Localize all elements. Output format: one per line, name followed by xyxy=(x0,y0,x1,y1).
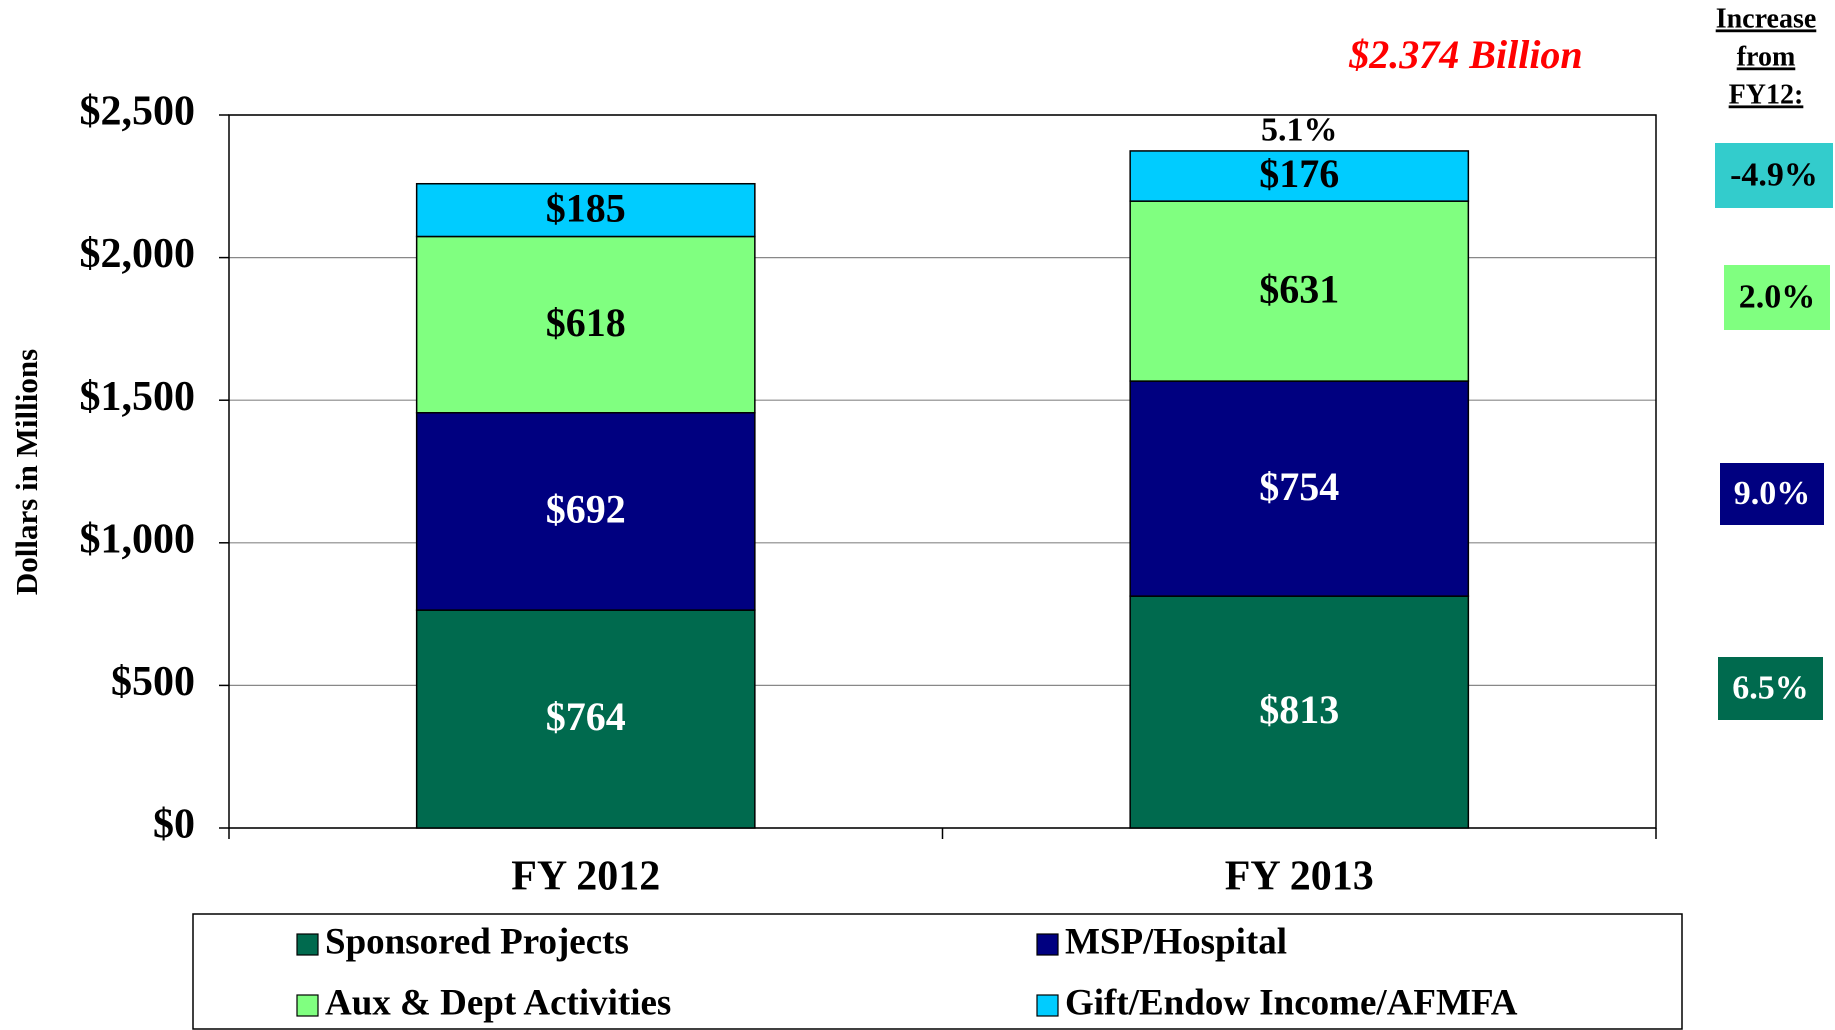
y-tick-label: $0 xyxy=(153,802,195,848)
increase-box xyxy=(1720,463,1824,525)
value-label: $764 xyxy=(546,694,626,739)
increase-header: FY12: xyxy=(1729,79,1804,110)
legend-swatch xyxy=(1036,933,1059,956)
y-tick-label: $500 xyxy=(111,659,195,705)
value-label: $692 xyxy=(546,487,626,532)
y-tick-label: $1,500 xyxy=(80,374,196,420)
y-tick-label: $1,000 xyxy=(80,516,196,562)
y-axis-label: Dollars in Millions xyxy=(9,349,44,595)
legend-box xyxy=(192,913,1683,1030)
bar-segment xyxy=(1129,595,1470,829)
legend-label: MSP/Hospital xyxy=(1065,921,1287,962)
legend-swatch xyxy=(296,933,319,956)
y-tick-label: $2,000 xyxy=(80,231,196,277)
increase-box xyxy=(1715,143,1833,208)
increase-label: 2.0% xyxy=(1739,278,1816,315)
value-label: $176 xyxy=(1259,151,1339,196)
legend-label: Aux & Dept Activities xyxy=(325,982,671,1023)
increase-header: from xyxy=(1737,41,1796,72)
bar-segment xyxy=(415,235,756,414)
increase-header: Increase xyxy=(1716,3,1817,34)
y-tick-label: $2,500 xyxy=(80,89,196,135)
increase-box xyxy=(1718,657,1823,720)
legend-label: Gift/Endow Income/AFMFA xyxy=(1065,982,1518,1023)
total-annotation: 5.1% xyxy=(1261,112,1338,149)
chart-title: $2.374 Billion xyxy=(1348,32,1582,77)
value-label: $185 xyxy=(546,185,626,230)
legend-swatch xyxy=(1036,994,1059,1017)
value-label: $813 xyxy=(1259,687,1339,732)
bar-segment xyxy=(1129,150,1470,202)
bar-segment xyxy=(1129,380,1470,597)
value-label: $631 xyxy=(1259,266,1339,311)
value-label: $618 xyxy=(546,300,626,345)
bar-segment xyxy=(415,182,756,238)
legend-swatch xyxy=(296,994,319,1017)
increase-label: -4.9% xyxy=(1730,156,1818,193)
x-tick-label: FY 2013 xyxy=(1225,854,1374,900)
x-tick-label: FY 2012 xyxy=(511,854,660,900)
value-label: $754 xyxy=(1259,464,1339,509)
increase-label: 9.0% xyxy=(1734,475,1811,512)
increase-box xyxy=(1724,265,1830,330)
legend-label: Sponsored Projects xyxy=(325,921,629,962)
increase-label: 6.5% xyxy=(1732,669,1809,706)
